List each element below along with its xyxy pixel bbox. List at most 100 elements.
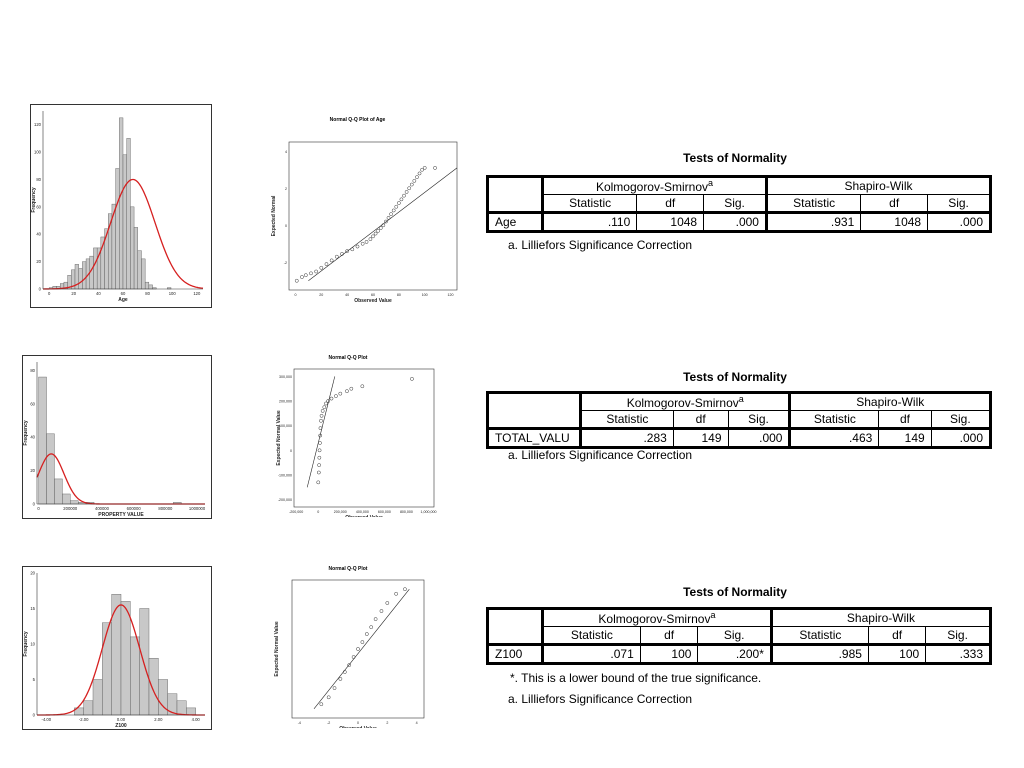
x-tick-label: 0 (48, 291, 51, 296)
col-header: Statistic (540, 194, 638, 213)
table-cell: .000 (727, 427, 791, 448)
qq-point (402, 193, 406, 198)
table-cell: .333 (925, 643, 991, 664)
table-cell: .283 (579, 427, 674, 448)
row-label: Age (487, 211, 544, 232)
histogram-bar (139, 608, 150, 716)
table-cell: .200* (697, 643, 772, 664)
reference-line (313, 589, 410, 709)
qq-point (412, 179, 417, 183)
y-tick-label: 0 (39, 287, 42, 292)
col-header: df (878, 410, 932, 429)
qq-point (420, 167, 424, 172)
corner-cell (487, 392, 581, 429)
qq-point (356, 647, 360, 651)
qq-point (404, 190, 409, 194)
x-tick-label: 1,000,000 (420, 510, 436, 514)
z100-qq-plot: Normal Q-Q Plot -4 -2 0 2 4 Observed Value Exp… (268, 566, 428, 728)
histogram-bar (78, 268, 83, 290)
property-histogram: 0 200000 400000 600000 800000 1000000 0 20 40 60 8… (22, 355, 212, 519)
normality-table-property: Kolmogorov-Smirnova Shapiro-Wilk Statist… (486, 391, 992, 449)
qq-point (316, 470, 321, 475)
footnote: a. Lilliefors Significance Correction (508, 238, 693, 252)
qq-point (396, 201, 401, 205)
qq-point (355, 244, 360, 249)
histogram-bar (133, 227, 138, 290)
y-tick-label: 120 (34, 122, 42, 127)
qq-point (320, 409, 325, 413)
qq-point (338, 677, 343, 681)
x-tick-label: 400,000 (356, 510, 369, 514)
y-tick-label: 100,000 (279, 424, 292, 428)
qq-point (373, 617, 378, 621)
qq-point (368, 237, 373, 241)
qq-point (317, 463, 321, 467)
qq-title: Normal Q-Q Plot (328, 355, 368, 361)
histogram-bar (54, 478, 63, 505)
qq-point (338, 391, 343, 396)
y-tick-label: 60 (30, 401, 35, 406)
col-header: df (672, 410, 729, 429)
qq-point (294, 278, 299, 283)
histogram-bar (70, 500, 79, 505)
x-tick-label: 4.00 (192, 717, 201, 722)
x-tick-label: 0 (317, 510, 319, 514)
qq-point (385, 601, 390, 605)
normality-table-age: Kolmogorov-Smirnova Shapiro-Wilk Statist… (486, 175, 992, 233)
corner-cell (487, 176, 543, 213)
x-tick-label: 400000 (95, 506, 110, 511)
table-cell: 100 (867, 643, 927, 664)
y-tick-label: 40 (30, 435, 35, 440)
x-axis-label: Observed Value (354, 298, 392, 304)
table-cell: .463 (788, 427, 880, 448)
qq-point (360, 640, 365, 644)
x-tick-label: 100 (169, 291, 177, 296)
qq-point (415, 175, 419, 180)
qq-point (399, 197, 404, 202)
histogram-bar (102, 622, 112, 716)
y-tick-label: 0 (290, 449, 292, 453)
qq-point (347, 663, 352, 667)
qq-point (317, 455, 322, 460)
qq-point (407, 186, 412, 191)
col-header: df (867, 626, 927, 645)
table-title: Tests of Normality (683, 151, 787, 165)
y-tick-label: 20 (30, 571, 35, 576)
normal-curve (36, 604, 206, 716)
table-cell: .000 (703, 211, 767, 232)
qq-point (326, 695, 331, 700)
qq-point (340, 252, 344, 256)
x-tick-label: 120 (193, 291, 201, 296)
histogram-bar (115, 168, 120, 290)
qq-point (409, 182, 414, 187)
x-tick-label: 80 (397, 293, 401, 297)
ks-header: Kolmogorov-Smirnova (541, 608, 772, 627)
x-tick-label: 0 (37, 506, 40, 511)
qq-point (319, 413, 324, 418)
histogram-bar (120, 601, 131, 716)
x-tick-label: 80 (145, 291, 150, 296)
table-cell: .110 (540, 211, 638, 232)
table-title: Tests of Normality (683, 585, 787, 599)
age-histogram-svg: 0 20 40 60 80 100 120 0 20 40 60 80 100 120 Age Frequen… (31, 111, 204, 303)
histogram-bar (148, 657, 159, 716)
col-header: Sig. (697, 626, 772, 645)
qq-point (318, 426, 323, 430)
qq-point (417, 171, 422, 176)
qq-point (364, 632, 369, 636)
qq-title: Normal Q-Q Plot (328, 566, 368, 572)
qq-point (371, 234, 375, 239)
histogram-bar (122, 154, 127, 290)
qq-point (316, 480, 321, 485)
qq-point (384, 219, 388, 224)
qq-point (360, 241, 365, 246)
qq-point (334, 254, 339, 259)
x-tick-label: 2.00 (154, 717, 163, 722)
y-axis-label: Frequency (23, 631, 29, 657)
histogram-bar (144, 281, 150, 290)
age-histogram: 0 20 40 60 80 100 120 0 20 40 60 80 100 120 Age Frequen… (30, 104, 212, 308)
table-cell: .000 (927, 211, 991, 232)
qq-point (319, 418, 323, 423)
corner-cell (487, 608, 543, 645)
ks-header: Kolmogorov-Smirnova (578, 392, 791, 411)
